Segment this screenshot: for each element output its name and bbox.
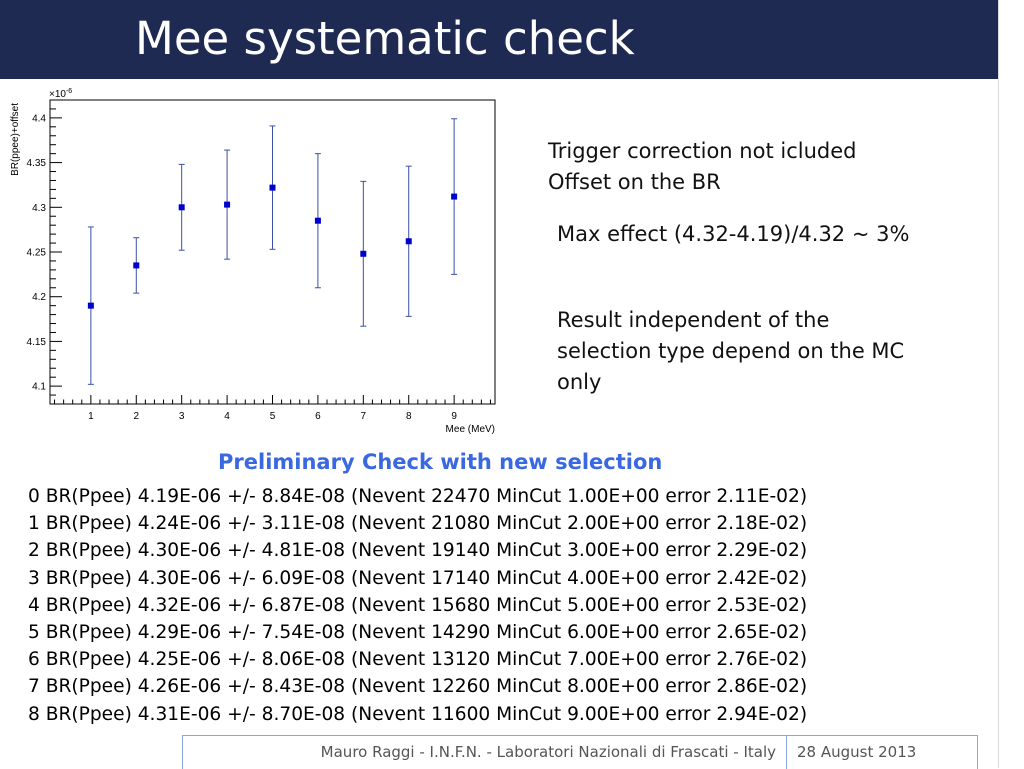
result-line: 0 BR(Ppee) 4.19E-06 +/- 8.84E-08 (Nevent…	[28, 486, 808, 507]
x-tick-label: 4	[224, 411, 230, 422]
y-tick-label: 4.2	[32, 292, 46, 303]
slide-title: Mee systematic check	[135, 12, 635, 65]
result-line: 5 BR(Ppee) 4.29E-06 +/- 7.54E-08 (Nevent…	[28, 622, 808, 644]
note-result-2: selection type depend on the MC	[557, 339, 905, 363]
y-axis-multiplier: ×10-6	[49, 88, 72, 100]
x-tick-label: 6	[315, 411, 321, 422]
data-point	[87, 302, 94, 309]
y-tick-label: 4.3	[32, 203, 46, 214]
data-point	[314, 217, 321, 224]
br-vs-mee-chart: 1 2 3 4 5 6 7 8 9 4.1 4.15 4.2 4.25 4.3 4.35 4.4 BR(ppe…	[10, 88, 496, 435]
y-axis-label: BR(ppee)+offset	[10, 103, 21, 176]
note-max-effect: Max effect (4.32-4.19)/4.32 ~ 3%	[557, 222, 910, 246]
data-point	[133, 262, 140, 269]
x-tick-label: 7	[361, 411, 367, 422]
result-line: 6 BR(Ppee) 4.25E-06 +/- 8.06E-08 (Nevent…	[28, 649, 808, 671]
note-result-1: Result independent of the	[557, 308, 830, 332]
y-tick-label: 4.25	[27, 248, 47, 259]
x-tick-label: 9	[451, 411, 457, 422]
footer-date: 28 August 2013	[797, 743, 917, 761]
note-trigger: Trigger correction not icluded	[548, 139, 857, 163]
y-tick-label: 4.15	[27, 337, 47, 348]
result-line: 2 BR(Ppee) 4.30E-06 +/- 4.81E-08 (Nevent…	[28, 540, 808, 562]
y-tick-label: 4.35	[27, 158, 47, 169]
x-tick-label: 3	[179, 411, 185, 422]
note-offset: Offset on the BR	[548, 170, 721, 194]
footer-author: Mauro Raggi - I.N.F.N. - Laboratori Nazi…	[183, 736, 787, 769]
result-line: 4 BR(Ppee) 4.32E-06 +/- 6.87E-08 (Nevent…	[28, 594, 808, 616]
x-axis-label: Mee (MeV)	[446, 424, 495, 435]
x-tick-label: 2	[133, 411, 139, 422]
subtitle: Preliminary Check with new selection	[218, 450, 663, 474]
results-list: 0 BR(Ppee) 4.19E-06 +/- 8.84E-08 (Nevent…	[28, 483, 807, 728]
title-bar	[0, 0, 998, 79]
result-line: 1 BR(Ppee) 4.24E-06 +/- 3.11E-08 (Nevent…	[28, 513, 808, 535]
y-tick-label: 4.4	[32, 113, 46, 124]
data-point	[451, 193, 458, 200]
result-line: 8 BR(Ppee) 4.31E-06 +/- 8.70E-08 (Nevent…	[28, 703, 808, 725]
data-point	[269, 184, 276, 191]
slide-edge	[998, 0, 999, 768]
x-tick-label: 1	[88, 411, 94, 422]
x-tick-label: 8	[406, 411, 412, 422]
data-point	[224, 201, 231, 208]
data-point	[360, 250, 367, 257]
note-result-3: only	[557, 370, 602, 394]
result-line: 7 BR(Ppee) 4.26E-06 +/- 8.43E-08 (Nevent…	[28, 676, 808, 698]
data-point	[405, 238, 412, 245]
footer: Mauro Raggi - I.N.F.N. - Laboratori Nazi…	[182, 735, 978, 769]
y-tick-label: 4.1	[32, 382, 46, 393]
x-tick-label: 5	[270, 411, 276, 422]
result-line: 3 BR(Ppee) 4.30E-06 +/- 6.09E-08 (Nevent…	[28, 567, 808, 589]
data-point	[178, 204, 185, 211]
